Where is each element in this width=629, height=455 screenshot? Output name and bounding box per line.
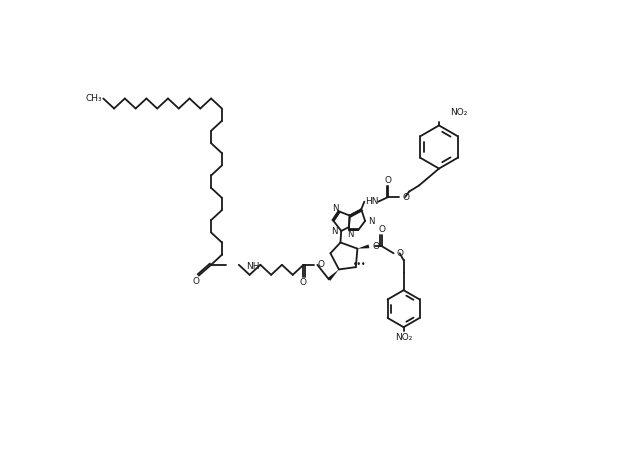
Text: •••: ••• bbox=[353, 260, 367, 269]
Text: N: N bbox=[332, 204, 339, 213]
Text: O: O bbox=[397, 249, 404, 258]
Text: O: O bbox=[300, 278, 307, 287]
Text: O: O bbox=[379, 225, 386, 234]
Text: O: O bbox=[372, 242, 379, 251]
Text: NO₂: NO₂ bbox=[395, 334, 412, 343]
Text: HN: HN bbox=[365, 197, 379, 206]
Text: O: O bbox=[318, 260, 325, 269]
Text: O: O bbox=[402, 192, 409, 202]
Text: N: N bbox=[368, 217, 375, 226]
Text: CH₃: CH₃ bbox=[86, 94, 103, 103]
Text: N: N bbox=[347, 229, 353, 238]
Text: NO₂: NO₂ bbox=[450, 108, 468, 117]
Polygon shape bbox=[328, 269, 339, 281]
Text: O: O bbox=[193, 277, 200, 286]
Text: O: O bbox=[385, 176, 392, 185]
Text: N: N bbox=[331, 227, 337, 236]
Polygon shape bbox=[357, 244, 369, 248]
Text: NH: NH bbox=[246, 262, 259, 271]
